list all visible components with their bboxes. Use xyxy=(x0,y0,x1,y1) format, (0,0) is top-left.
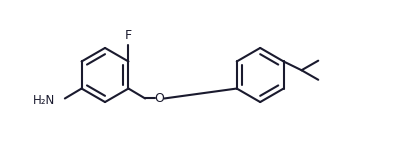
Text: F: F xyxy=(125,29,132,42)
Text: O: O xyxy=(155,92,164,105)
Text: H₂N: H₂N xyxy=(33,94,55,106)
